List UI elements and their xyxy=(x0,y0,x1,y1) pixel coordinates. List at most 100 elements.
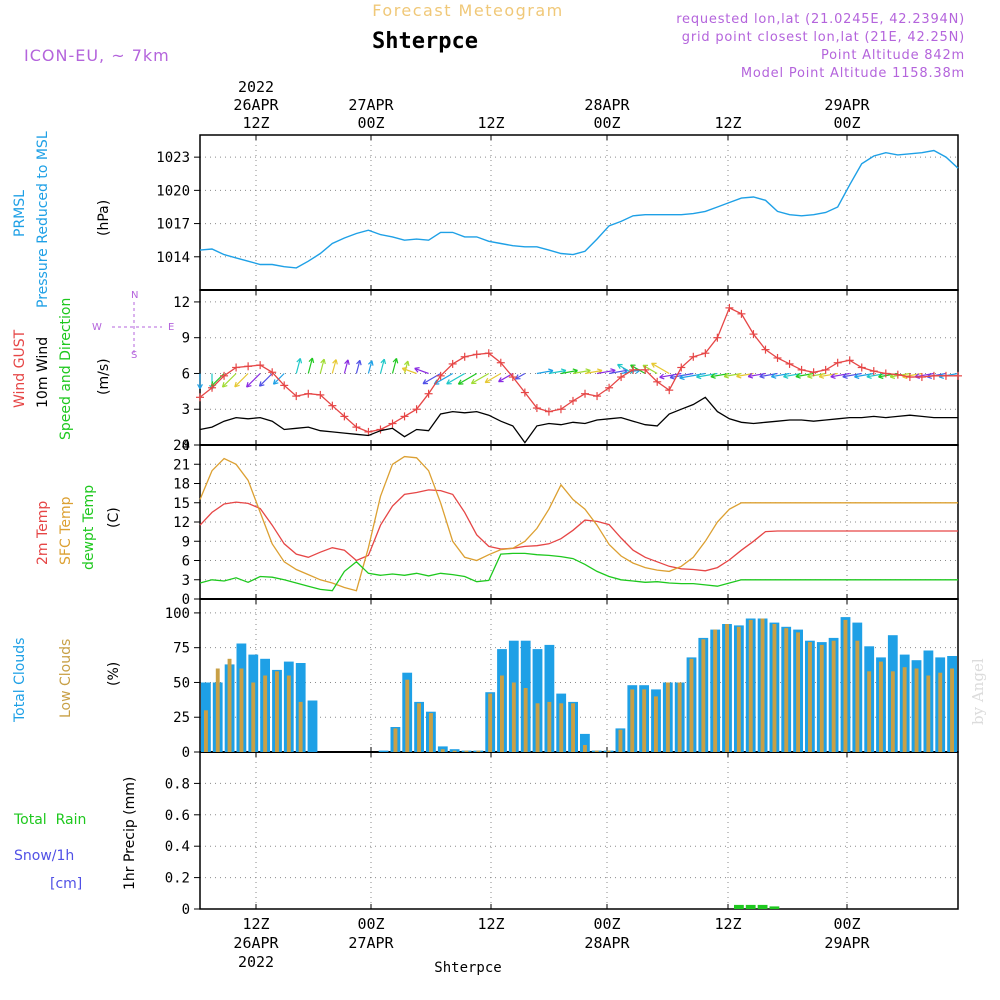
low-cloud-bar xyxy=(796,632,800,752)
low-cloud-bar xyxy=(393,728,398,752)
wind-arrow-head xyxy=(296,357,301,363)
low-cloud-bar xyxy=(215,668,220,752)
wind-arrow-head xyxy=(548,368,554,372)
wind-arrow-head xyxy=(234,381,237,387)
pressure-line xyxy=(199,149,959,269)
wind-direction-arrow xyxy=(651,362,670,375)
y-tick-label: 0 xyxy=(182,438,190,454)
wind-arrow-head xyxy=(197,384,201,389)
y-tick-label: 21 xyxy=(173,457,190,473)
low-cloud-bar xyxy=(535,703,540,752)
low-cloud-bar xyxy=(819,644,824,752)
low-cloud-bar xyxy=(831,640,836,752)
low-cloud-bar xyxy=(760,618,765,752)
y-tick-label: 1023 xyxy=(156,150,190,166)
compass-s: S xyxy=(131,350,137,361)
wind-direction-arrow xyxy=(471,372,490,385)
wind-arrow-head xyxy=(710,373,716,378)
wind-arrow-head xyxy=(610,368,616,371)
wind-direction-arrow xyxy=(379,359,385,374)
top-time-label: 12Z xyxy=(714,114,741,132)
panel-frame xyxy=(199,444,959,600)
bottom-time-label: 12Z xyxy=(477,915,504,933)
point-altitude: Point Altitude 842m xyxy=(821,48,965,63)
plot-area: 1014101710201023036912036912151821240255… xyxy=(156,134,962,918)
wind-direction-arrow xyxy=(515,372,526,380)
low-cloud-bar xyxy=(938,672,943,752)
wind-direction-arrow xyxy=(572,369,591,375)
wind-arrow-head xyxy=(484,377,489,383)
top-time-label: 12Z xyxy=(477,114,504,132)
wind-arrow-head xyxy=(422,379,427,385)
bottom-time-label: 27APR xyxy=(348,934,394,952)
y-tick-label: 0 xyxy=(182,745,190,761)
wind-direction-arrow xyxy=(367,360,373,374)
wind-arrow-head xyxy=(723,372,729,377)
footer-location: Shterpce xyxy=(434,960,501,976)
low-cloud-bar xyxy=(488,693,493,752)
low-cloud-bar xyxy=(571,703,575,752)
low-cloud-bar xyxy=(286,675,291,752)
low-cloud-bar xyxy=(618,729,623,752)
grid-coords: grid point closest lon,lat (21E, 42.25N) xyxy=(682,30,965,45)
wind-arrow-head xyxy=(380,358,385,364)
top-time-label: 00Z xyxy=(357,114,384,132)
low-cloud-bar xyxy=(926,675,931,752)
wind-direction-arrow xyxy=(723,372,742,378)
wind-arrow-head xyxy=(311,357,315,364)
compass-n: N xyxy=(131,290,138,301)
bottom-time-label: 00Z xyxy=(593,915,620,933)
total-cloud-bar xyxy=(544,644,555,752)
wind-arrow-head xyxy=(403,360,409,366)
wind-arrow-head xyxy=(842,376,848,379)
wind-arrow-head xyxy=(617,364,621,370)
low-cloud-bar xyxy=(902,667,907,752)
low-cloud-bar xyxy=(772,624,777,752)
wind-arrow-head xyxy=(679,377,685,381)
wind-arrow-head xyxy=(273,382,279,385)
wind-arrow-head xyxy=(736,372,741,377)
rain-label: Total Rain xyxy=(13,812,86,828)
y-tick-label: 0.8 xyxy=(165,776,190,792)
wind-arrow-head xyxy=(335,359,338,365)
location-title: Shterpce xyxy=(372,29,478,54)
wind-direction-arrow xyxy=(584,369,603,375)
y-tick-label: 12 xyxy=(173,295,190,311)
y-tick-label: 6 xyxy=(182,366,190,382)
wind-direction-arrow xyxy=(560,369,578,375)
wind-arrow-head xyxy=(759,373,765,378)
wind-arrow-head xyxy=(878,373,883,378)
total-cloud-bar xyxy=(532,649,543,752)
wind-direction-arrow xyxy=(446,372,466,385)
wind-arrow-head xyxy=(914,373,920,378)
y-tick-label: 0 xyxy=(182,902,190,918)
wind-arrow-head xyxy=(651,362,655,368)
y-tick-label: 0 xyxy=(182,592,190,608)
wind-arrow-head xyxy=(407,360,410,367)
panel-frame xyxy=(199,134,959,291)
wind-arrow-head xyxy=(783,376,789,379)
y-tick-label: 0.2 xyxy=(165,871,190,887)
wind-label-2: 10m Wind xyxy=(35,337,51,408)
top-time-label: 00Z xyxy=(833,114,860,132)
low-cloud-bar xyxy=(251,682,256,752)
y-tick-label: 3 xyxy=(182,573,190,589)
wind-arrow-head xyxy=(414,367,420,369)
wind-arrow-head xyxy=(446,379,450,385)
wind-arrow-head xyxy=(470,378,475,384)
bottom-time-label: 2022 xyxy=(238,953,274,971)
total-cloud-bar xyxy=(580,733,590,752)
wind-arrow-head xyxy=(902,376,908,380)
wind-arrow-head xyxy=(669,377,675,380)
wind-arrow-head xyxy=(323,359,326,365)
y-tick-label: 24 xyxy=(173,438,190,454)
low-cloud-bar xyxy=(677,682,682,752)
snow-unit-label: [cm] xyxy=(50,876,82,892)
low-cloud-bar xyxy=(417,703,421,752)
wind-arrow-head xyxy=(830,376,836,379)
low-cloud-bar xyxy=(239,668,244,752)
low-cloud-bar xyxy=(263,675,268,752)
temp-label-2: SFC Temp xyxy=(58,496,74,565)
wind-arrow-head xyxy=(222,385,228,388)
top-time-label: 28APR xyxy=(584,96,630,114)
